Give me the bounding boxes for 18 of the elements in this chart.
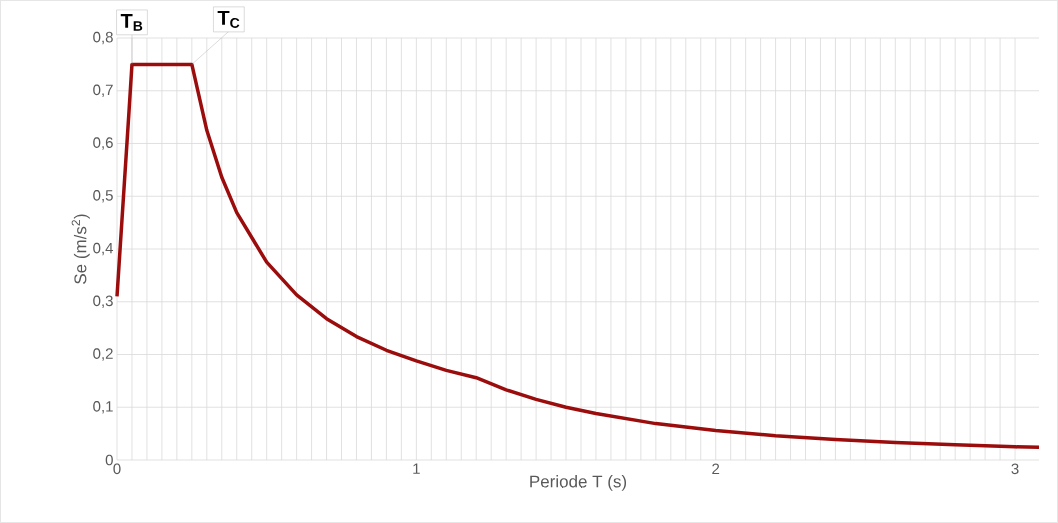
y-tick-label: 0,2 xyxy=(93,348,113,361)
y-tick-label: 0 xyxy=(105,454,113,466)
y-axis-title: Se (m/s$^{2}$) xyxy=(71,214,90,284)
y-tick-label: 0,1 xyxy=(93,401,113,414)
y-tick-label: 0,7 xyxy=(93,84,113,97)
annotation: T$_{C}$ xyxy=(217,10,240,28)
y-tick-label: 0,8 xyxy=(93,31,113,45)
line-series xyxy=(115,62,1041,450)
annotation: T$_{B}$ xyxy=(120,13,143,31)
x-tick-label: 1 xyxy=(413,463,420,474)
x-tick-label: 0 xyxy=(113,463,121,475)
y-tick-label: 0,6 xyxy=(93,137,113,150)
x-tick-label: 2 xyxy=(712,463,720,475)
y-tick-label: 0,4 xyxy=(93,242,114,256)
x-axis-title: Periode T (s) xyxy=(530,475,627,491)
x-tick-label: 3 xyxy=(1011,463,1019,475)
y-tick-label: 0,3 xyxy=(93,295,113,308)
y-tick-label: 0,5 xyxy=(93,190,113,203)
